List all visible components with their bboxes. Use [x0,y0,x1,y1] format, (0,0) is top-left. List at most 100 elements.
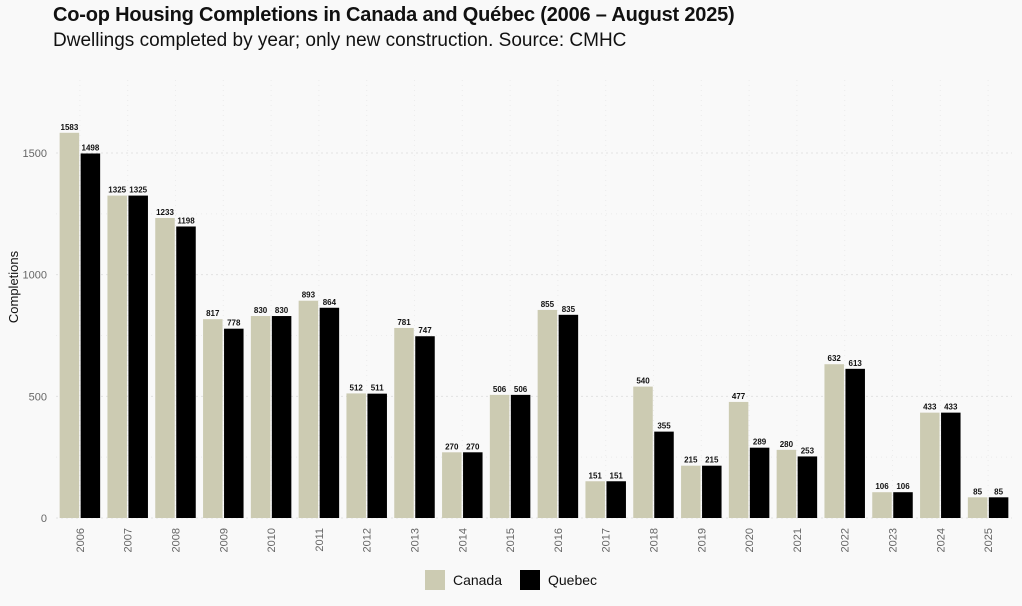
data-label-quebec-2008: 1198 [177,216,195,225]
x-tick-label: 2024 [935,528,947,552]
x-tick-label: 2011 [314,528,326,552]
bar-canada-2012 [346,393,366,518]
chart-subtitle: Dwellings completed by year; only new co… [53,30,627,51]
data-label-quebec-2017: 151 [610,471,624,480]
bar-canada-2020 [728,401,749,518]
bar-canada-2021 [776,449,797,518]
bar-canada-2006 [59,132,80,518]
data-label-canada-2009: 817 [206,309,220,318]
chart-title: Co-op Housing Completions in Canada and … [53,4,735,26]
bar-quebec-2018 [654,431,674,518]
data-label-quebec-2012: 511 [371,384,384,393]
bar-quebec-2011 [319,307,340,518]
x-tick-label: 2023 [888,528,900,552]
legend-swatch-canada [424,570,445,590]
bar-quebec-2014 [463,452,483,518]
data-label-canada-2025: 85 [973,487,982,496]
bar-quebec-2015 [510,394,531,518]
bar-quebec-2006 [80,153,101,518]
y-tick-label: 1000 [23,270,47,282]
bar-canada-2025 [967,497,988,518]
bar-canada-2017 [585,481,605,518]
bar-canada-2024 [920,412,940,518]
bar-quebec-2010 [271,316,292,518]
data-label-canada-2024: 433 [923,403,937,412]
data-label-quebec-2013: 747 [418,326,432,335]
data-label-quebec-2023: 106 [896,482,910,491]
x-tick-label: 2015 [505,528,517,552]
data-label-canada-2021: 280 [780,440,794,449]
bar-canada-2008 [155,217,175,518]
y-tick-label: 1500 [23,148,47,160]
data-label-quebec-2015: 506 [514,385,528,394]
bar-quebec-2021 [797,456,818,518]
data-label-quebec-2020: 289 [753,438,767,447]
data-label-canada-2020: 477 [732,392,746,401]
data-label-quebec-2007: 1325 [129,186,147,195]
x-tick-label: 2021 [792,528,804,552]
data-label-canada-2017: 151 [589,471,603,480]
bar-canada-2015 [489,394,510,518]
data-label-quebec-2025: 85 [994,487,1003,496]
data-label-quebec-2022: 613 [849,359,863,368]
x-tick-label: 2006 [75,528,87,552]
bar-quebec-2012 [367,393,387,518]
x-tick-label: 2014 [457,528,469,552]
data-label-quebec-2014: 270 [466,442,480,451]
x-tick-label: 2022 [840,528,852,552]
bar-quebec-2013 [415,336,435,518]
bar-canada-2016 [537,309,558,518]
data-label-quebec-2011: 864 [323,298,337,307]
y-tick-label: 0 [41,513,47,525]
data-label-canada-2011: 893 [302,291,316,300]
data-label-quebec-2024: 433 [944,403,958,412]
data-label-canada-2016: 855 [541,300,555,309]
data-label-canada-2013: 781 [397,318,411,327]
x-tick-label: 2013 [410,528,422,552]
bar-canada-2010 [250,316,271,518]
data-label-canada-2008: 1233 [156,208,174,217]
bar-canada-2014 [442,452,462,518]
bar-quebec-2007 [128,195,148,519]
data-label-quebec-2010: 830 [275,306,289,315]
data-label-quebec-2018: 355 [657,422,671,431]
x-tick-label: 2012 [362,528,374,552]
data-label-quebec-2016: 835 [562,305,576,314]
x-tick-label: 2008 [171,528,183,552]
bar-canada-2018 [633,386,653,518]
legend-swatch-quebec [520,570,540,590]
bar-quebec-2023 [893,492,913,518]
bar-quebec-2009 [224,328,244,518]
y-axis-label: Completions [6,250,21,323]
bar-quebec-2022 [845,368,865,518]
legend-label-quebec: Quebec [548,572,598,588]
bar-canada-2009 [203,319,223,518]
data-label-canada-2010: 830 [254,306,268,315]
legend-item-quebec: Quebec [520,570,597,590]
bar-quebec-2019 [702,465,722,518]
data-label-canada-2014: 270 [445,442,459,451]
data-label-quebec-2021: 253 [801,446,815,455]
legend-item-canada: Canada [424,570,502,590]
data-label-quebec-2019: 215 [705,456,719,465]
x-tick-label: 2025 [983,528,995,552]
x-tick-label: 2019 [696,528,708,552]
bar-quebec-2017 [606,481,626,518]
data-label-canada-2018: 540 [636,377,650,386]
bar-canada-2022 [824,364,844,518]
bar-canada-2013 [394,327,414,518]
bar-canada-2023 [872,492,892,518]
data-label-canada-2023: 106 [875,482,889,491]
bar-canada-2019 [681,465,701,518]
data-label-canada-2015: 506 [493,385,507,394]
legend: Canada Quebec [0,570,1022,590]
x-tick-label: 2009 [218,528,230,552]
data-label-quebec-2009: 778 [227,319,241,328]
data-label-canada-2019: 215 [684,456,698,465]
bar-canada-2011 [298,300,319,518]
bar-quebec-2020 [749,447,770,518]
bar-canada-2007 [107,195,127,519]
data-label-quebec-2006: 1498 [82,143,100,152]
x-tick-label: 2007 [123,528,135,552]
data-label-canada-2007: 1325 [108,186,126,195]
